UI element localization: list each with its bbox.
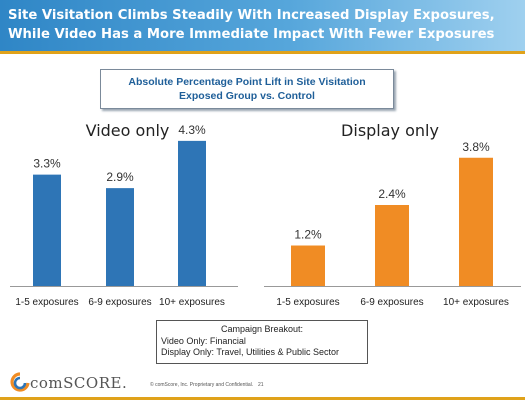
video-bar bbox=[178, 140, 206, 286]
video-value-label: 4.3% bbox=[178, 123, 206, 137]
chart-subtitle-box: Absolute Percentage Point Lift in Site V… bbox=[100, 69, 394, 109]
breakout-heading: Campaign Breakout: bbox=[220, 324, 304, 334]
breakout-video: Video Only: Financial bbox=[161, 336, 246, 346]
breakout-display: Display Only: Travel, Utilities & Public… bbox=[161, 347, 340, 357]
video-value-label: 2.9% bbox=[106, 170, 134, 184]
subtitle-line-2: Exposed Group vs. Control bbox=[179, 90, 315, 102]
display-category-label: 10+ exposures bbox=[443, 297, 509, 308]
display-value-label: 3.8% bbox=[462, 140, 490, 154]
comscore-logo-icon bbox=[10, 372, 30, 392]
display-bar bbox=[375, 205, 409, 286]
video-chart-title: Video only bbox=[85, 121, 170, 140]
video-bar bbox=[33, 174, 61, 286]
campaign-breakout-box: Campaign Breakout: Video Only: Financial… bbox=[156, 320, 368, 364]
display-chart: 1.2% 1-5 exposures 2.4% 6-9 exposures 3.8% 10… bbox=[264, 140, 521, 308]
page-number: 21 bbox=[258, 382, 264, 388]
subtitle-line-1: Absolute Percentage Point Lift in Site V… bbox=[128, 76, 366, 88]
title-bar: Site Visitation Climbs Steadily With Inc… bbox=[0, 0, 525, 54]
display-category-label: 1-5 exposures bbox=[276, 297, 339, 308]
slide-title: Site Visitation Climbs Steadily With Inc… bbox=[8, 8, 495, 42]
display-category-label: 6-9 exposures bbox=[360, 297, 423, 308]
video-category-label: 10+ exposures bbox=[159, 297, 225, 308]
display-chart-title: Display only bbox=[341, 121, 439, 140]
footer-rule bbox=[0, 397, 525, 400]
video-chart: 3.3% 1-5 exposures 2.9% 6-9 exposures 4.3% 10… bbox=[10, 123, 238, 308]
brand-name: comSCORE. bbox=[30, 374, 128, 392]
display-bar bbox=[459, 157, 493, 286]
legal-notice: © comScore, Inc. Proprietary and Confide… bbox=[150, 382, 254, 388]
video-category-label: 1-5 exposures bbox=[15, 297, 78, 308]
video-value-label: 3.3% bbox=[33, 157, 61, 171]
display-value-label: 2.4% bbox=[378, 187, 406, 201]
display-value-label: 1.2% bbox=[294, 228, 322, 242]
video-category-label: 6-9 exposures bbox=[88, 297, 151, 308]
video-bar bbox=[106, 188, 134, 286]
display-bar bbox=[291, 245, 325, 286]
